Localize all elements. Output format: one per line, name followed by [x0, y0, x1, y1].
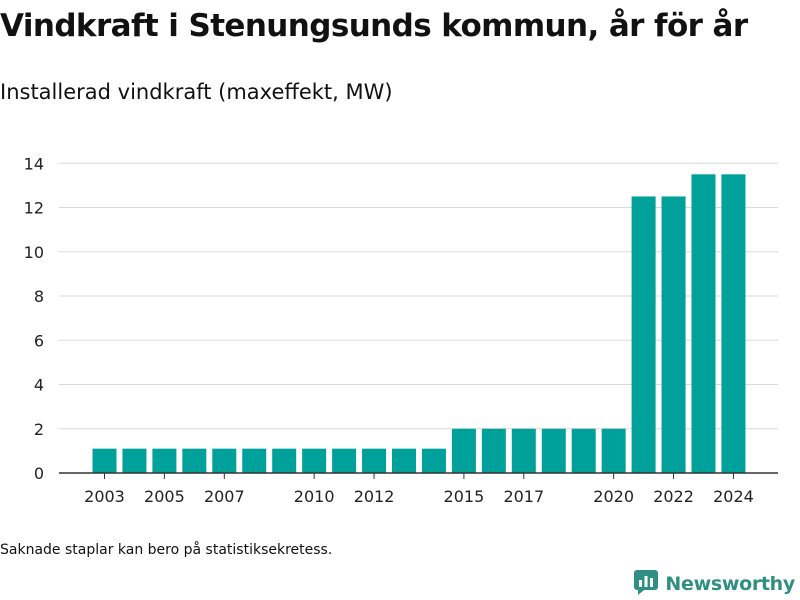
brand-name: Newsworthy — [665, 573, 795, 595]
x-tick-label: 2012 — [354, 487, 395, 506]
y-tick-label: 0 — [34, 464, 44, 483]
bar-2022 — [661, 196, 686, 473]
bars — [92, 174, 746, 473]
bar-2016 — [481, 428, 506, 473]
bar-2015 — [451, 428, 476, 473]
bar-chart: 0 2 4 6 8 10 12 14 2003 2005 2007 2010 2012 2015 2017… — [24, 154, 778, 506]
x-tick-label: 2005 — [144, 487, 185, 506]
x-tick-label: 2024 — [713, 487, 754, 506]
x-tick-label: 2015 — [444, 487, 485, 506]
bar-2012 — [362, 448, 387, 473]
bar-2008 — [242, 448, 267, 473]
bar-2003 — [92, 448, 117, 473]
bar-2021 — [631, 196, 656, 473]
bar-2013 — [392, 448, 416, 473]
bar-2004 — [122, 448, 147, 473]
bar-2014 — [421, 448, 446, 473]
bar-2006 — [182, 448, 207, 473]
y-tick-label: 14 — [24, 154, 44, 173]
chart-title: Vindkraft i Stenungsunds kommun, år för … — [0, 8, 748, 44]
bar-2005 — [152, 448, 177, 473]
gridlines — [59, 162, 778, 430]
bar-2023 — [691, 174, 716, 473]
bar-2011 — [332, 448, 357, 473]
x-tick-label: 2003 — [84, 487, 125, 506]
footnote: Saknade staplar kan bero på statistiksek… — [0, 542, 333, 558]
y-tick-label: 12 — [24, 199, 44, 218]
y-tick-label: 2 — [34, 420, 44, 439]
x-tick-label: 2007 — [204, 487, 245, 506]
bar-2024 — [721, 174, 746, 473]
bar-2017 — [511, 428, 536, 473]
y-tick-label: 8 — [34, 287, 44, 306]
y-tick-label: 4 — [34, 376, 44, 395]
bar-2020 — [601, 428, 626, 473]
bar-2018 — [541, 428, 566, 473]
bar-2010 — [302, 448, 327, 473]
brand-logo: Newsworthy — [633, 568, 795, 600]
newsworthy-logo-icon — [633, 569, 659, 599]
bar-2009 — [272, 448, 297, 473]
x-tick-label: 2020 — [593, 487, 634, 506]
bar-2019 — [571, 428, 596, 473]
x-tick-label: 2017 — [503, 487, 544, 506]
x-tick-label: 2022 — [653, 487, 694, 506]
y-tick-label: 6 — [34, 331, 44, 350]
y-tick-label: 10 — [24, 243, 44, 262]
y-axis-tick-labels: 0 2 4 6 8 10 12 14 — [24, 154, 44, 483]
chart-subtitle: Installerad vindkraft (maxeffekt, MW) — [0, 80, 393, 104]
x-axis-tick-labels: 2003 2005 2007 2010 2012 2015 2017 2020 2022 2024 — [84, 487, 754, 506]
x-axis — [59, 472, 778, 479]
bar-2007 — [212, 448, 237, 473]
x-tick-label: 2010 — [294, 487, 335, 506]
